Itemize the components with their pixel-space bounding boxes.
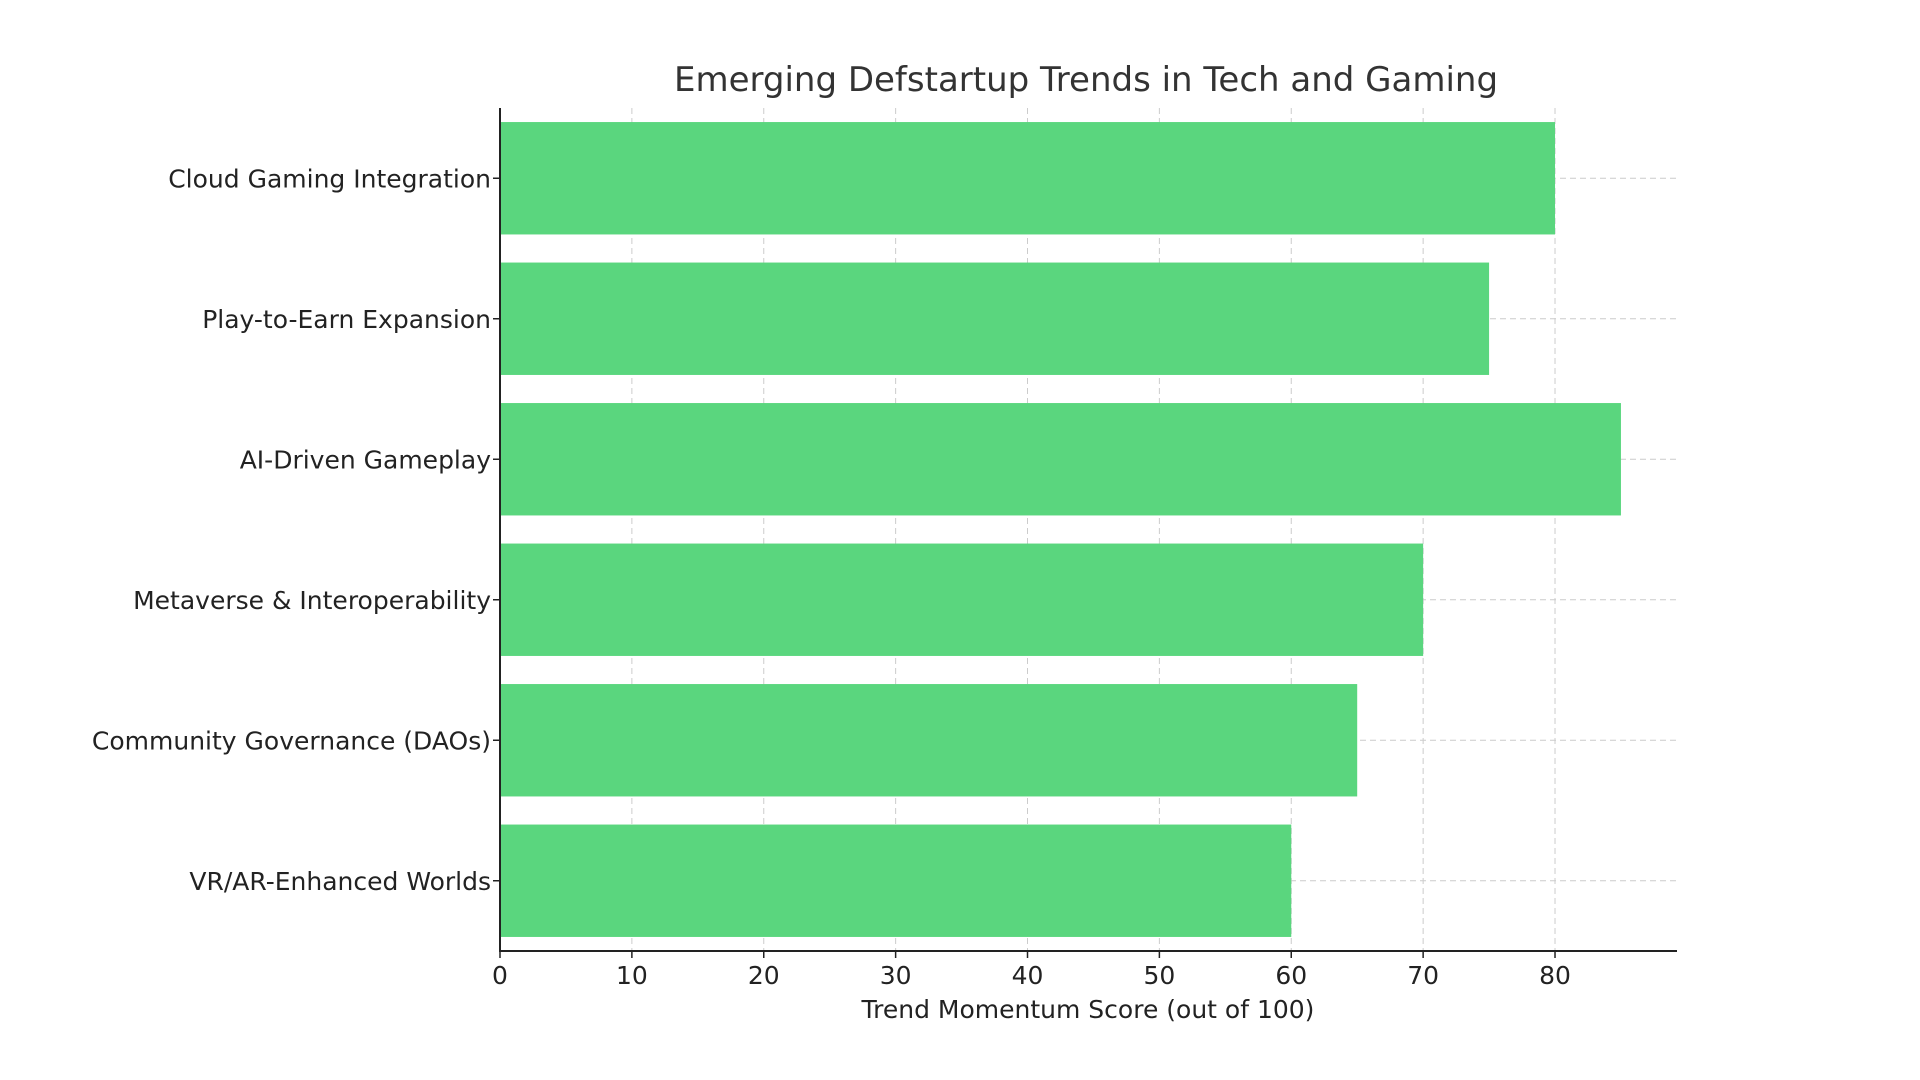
- bar: [500, 403, 1621, 516]
- bar: [500, 122, 1556, 235]
- x-tick-label: 30: [880, 961, 912, 990]
- axes: [499, 108, 1677, 952]
- category-labels: Cloud Gaming Integration Play-to-Earn Exp…: [92, 164, 500, 896]
- bar: [500, 543, 1424, 656]
- bar: [500, 262, 1490, 375]
- x-tick-label: 70: [1407, 961, 1439, 990]
- category-label: Play-to-Earn Expansion: [202, 305, 491, 334]
- bar: [500, 824, 1292, 937]
- x-tick-label: 50: [1143, 961, 1175, 990]
- x-tick-label: 0: [492, 961, 508, 990]
- x-tick-label: 60: [1275, 961, 1307, 990]
- x-axis-label: Trend Momentum Score (out of 100): [861, 995, 1315, 1024]
- chart-title: Emerging Defstartup Trends in Tech and G…: [674, 60, 1498, 100]
- category-label: VR/AR-Enhanced Worlds: [189, 867, 491, 896]
- category-label: AI-Driven Gameplay: [240, 445, 491, 474]
- x-tick-label: 20: [748, 961, 780, 990]
- x-tick-label: 10: [616, 961, 648, 990]
- bar: [500, 684, 1358, 797]
- x-tick-label: 40: [1012, 961, 1044, 990]
- category-label: Community Governance (DAOs): [92, 726, 491, 755]
- bars: [500, 122, 1621, 937]
- category-label: Metaverse & Interoperability: [133, 586, 491, 615]
- category-label: Cloud Gaming Integration: [168, 164, 491, 193]
- x-tick-label: 80: [1539, 961, 1571, 990]
- x-ticks: 0 10 20 30 40 50 60 70 80: [492, 951, 1571, 990]
